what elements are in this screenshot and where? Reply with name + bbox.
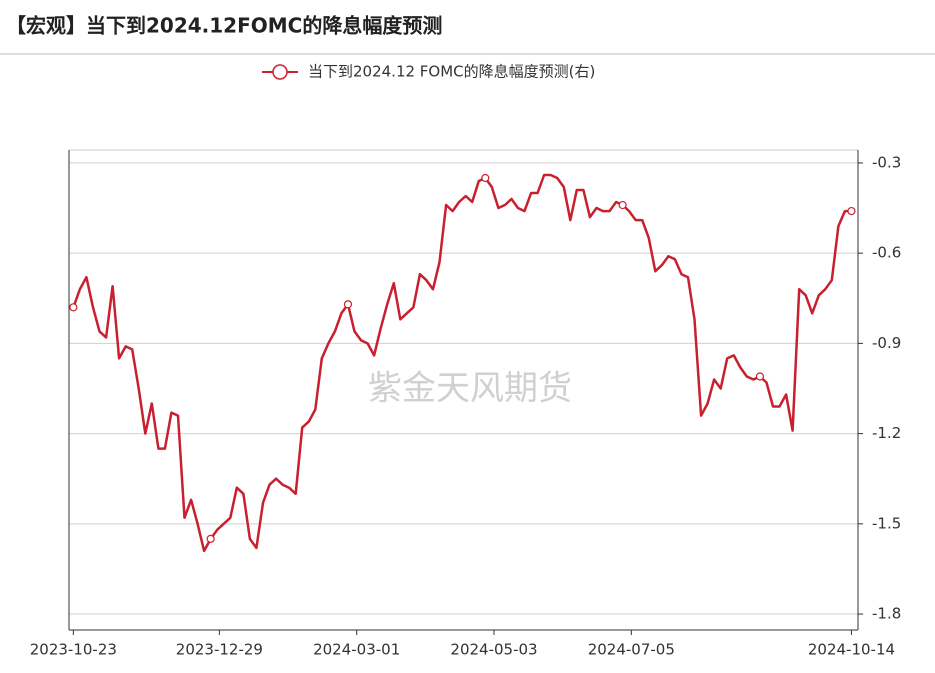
x-tick-label: 2024-07-05 xyxy=(588,641,675,659)
y2-tick-label: -0.3 xyxy=(872,153,901,171)
y2-tick-label: -1.2 xyxy=(872,424,901,442)
y2-tick-label: -1.8 xyxy=(872,605,901,623)
series-marker xyxy=(69,303,78,312)
legend-marker xyxy=(272,64,288,80)
x-tick-label: 2023-10-23 xyxy=(30,641,117,659)
series-marker xyxy=(847,206,856,216)
series-line xyxy=(72,173,852,553)
x-tick-label: 2024-10-14 xyxy=(808,641,895,659)
chart-title: 【宏观】当下到2024.12FOMC的降息幅度预测 xyxy=(6,14,442,38)
x-tick-label: 2023-12-29 xyxy=(176,641,263,659)
series-marker xyxy=(755,372,765,381)
x-tick-label: 2024-03-01 xyxy=(313,641,400,659)
series-marker xyxy=(343,300,353,309)
y2-tick-label: -0.6 xyxy=(872,244,901,262)
series-marker xyxy=(206,534,215,543)
legend-label: 当下到2024.12 FOMC的降息幅度预测(右) xyxy=(308,63,595,81)
y2-tick-label: -1.5 xyxy=(872,514,901,532)
watermark: 紫金天风期货 xyxy=(368,369,572,409)
x-tick-label: 2024-05-03 xyxy=(450,641,537,659)
series-marker xyxy=(481,173,490,183)
y2-tick-label: -0.9 xyxy=(872,334,901,352)
series-marker xyxy=(618,200,627,210)
